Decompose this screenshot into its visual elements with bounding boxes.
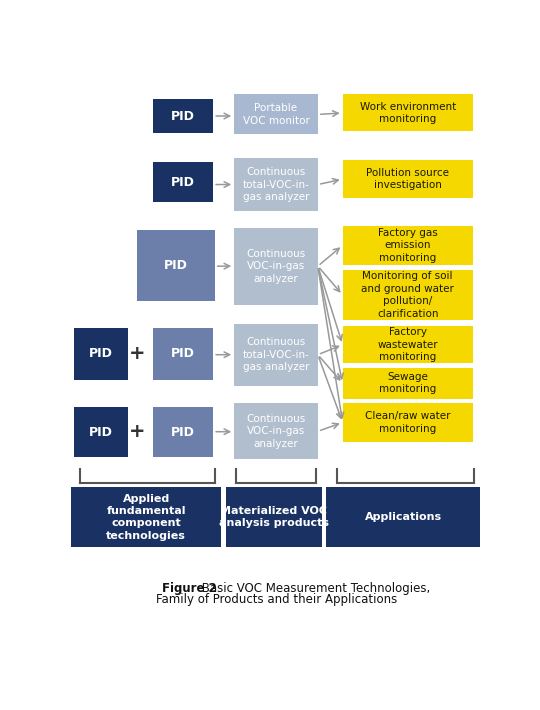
Text: Family of Products and their Applications: Family of Products and their Application… [156,593,397,606]
Text: Portable
VOC monitor: Portable VOC monitor [242,103,309,126]
Text: Materialized VOC
analysis products: Materialized VOC analysis products [219,506,329,528]
FancyBboxPatch shape [226,487,322,547]
FancyBboxPatch shape [342,270,473,320]
Text: PID: PID [171,109,195,123]
FancyBboxPatch shape [342,403,473,442]
FancyBboxPatch shape [234,324,318,386]
FancyBboxPatch shape [342,326,473,364]
Text: Continuous
total-VOC-in-
gas analyzer: Continuous total-VOC-in- gas analyzer [242,337,309,372]
Text: +: + [129,422,145,441]
FancyBboxPatch shape [73,407,128,457]
Text: Factory gas
emission
monitoring: Factory gas emission monitoring [378,228,437,263]
Text: Pollution source
investigation: Pollution source investigation [366,168,449,190]
Text: Continuous
VOC-in-gas
analyzer: Continuous VOC-in-gas analyzer [246,414,306,449]
FancyBboxPatch shape [71,487,221,547]
Text: Monitoring of soil
and ground water
pollution/
clarification: Monitoring of soil and ground water poll… [361,271,454,319]
FancyBboxPatch shape [342,94,473,131]
FancyBboxPatch shape [153,407,213,457]
Text: +: + [129,344,145,364]
Text: Applied
fundamental
component
technologies: Applied fundamental component technologi… [106,493,186,541]
FancyBboxPatch shape [326,487,480,547]
Text: Continuous
total-VOC-in-
gas analyzer: Continuous total-VOC-in- gas analyzer [242,167,309,202]
FancyBboxPatch shape [73,328,128,380]
FancyBboxPatch shape [153,162,213,202]
FancyBboxPatch shape [153,328,213,380]
FancyBboxPatch shape [342,368,473,398]
Text: PID: PID [171,175,195,189]
FancyBboxPatch shape [234,94,318,134]
Text: PID: PID [171,425,195,439]
Text: PID: PID [171,347,195,361]
FancyBboxPatch shape [153,99,213,133]
FancyBboxPatch shape [234,158,318,211]
Text: PID: PID [89,425,113,439]
Text: PID: PID [89,347,113,361]
FancyBboxPatch shape [234,228,318,305]
Text: Clean/raw water
monitoring: Clean/raw water monitoring [365,411,450,434]
Text: Factory
wastewater
monitoring: Factory wastewater monitoring [377,327,438,362]
Text: Continuous
VOC-in-gas
analyzer: Continuous VOC-in-gas analyzer [246,248,306,283]
FancyBboxPatch shape [342,160,473,198]
FancyBboxPatch shape [137,230,215,301]
Text: Figure 2: Figure 2 [162,582,217,595]
Text: Applications: Applications [364,512,442,522]
Text: PID: PID [164,259,188,272]
Text: Work environment
monitoring: Work environment monitoring [360,102,456,124]
FancyBboxPatch shape [342,226,473,265]
Text: Basic VOC Measurement Technologies,: Basic VOC Measurement Technologies, [198,582,430,595]
FancyBboxPatch shape [234,403,318,459]
Text: Sewage
monitoring: Sewage monitoring [379,372,436,394]
